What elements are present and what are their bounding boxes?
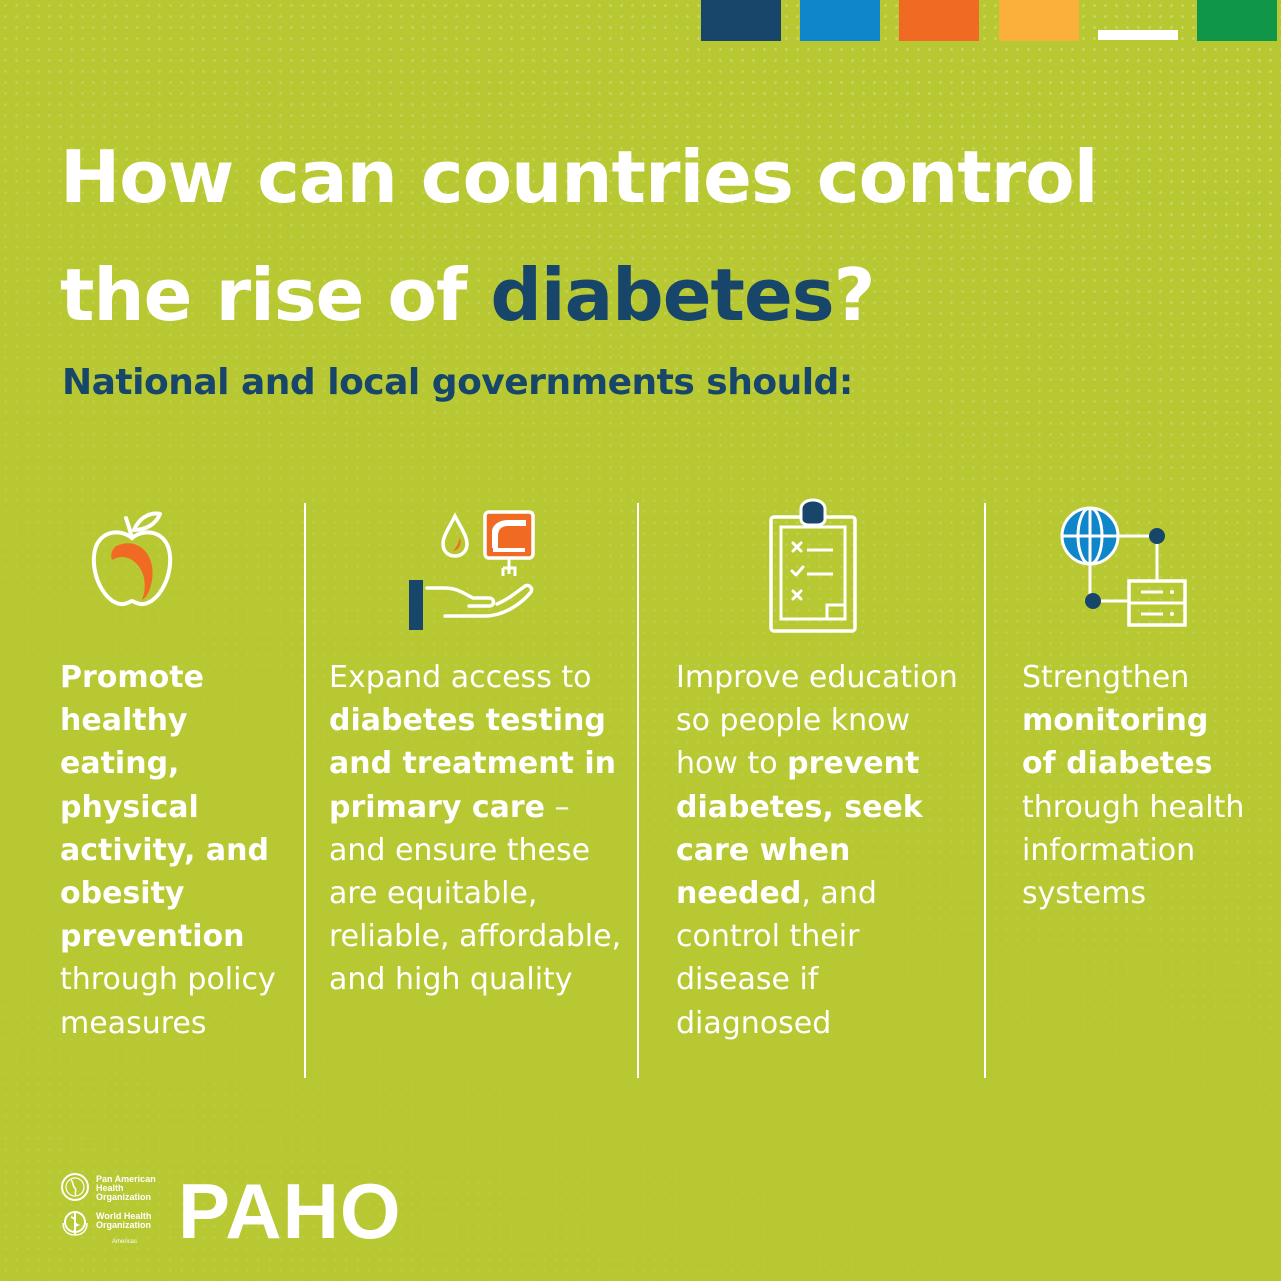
color-bar-blue <box>800 0 880 41</box>
column-divider-2 <box>637 503 639 1078</box>
column-1-regular: through policy measures <box>60 962 276 1041</box>
title-line-1: How can countries control <box>60 135 1098 219</box>
column-3-regular-2: , and control their disease if diagnosed <box>676 876 877 1041</box>
subtitle: National and local governments should: <box>62 362 853 403</box>
page-title: How can countries control the rise of di… <box>60 118 1098 354</box>
color-bar-yellow <box>999 0 1079 41</box>
color-bar-orange <box>899 0 979 41</box>
title-accent-diabetes: diabetes <box>490 253 834 337</box>
column-1-bold: Promote healthy eating, physical activit… <box>60 660 269 955</box>
title-line-2-prefix: the rise of <box>60 253 491 337</box>
column-4-regular-2: through health information systems <box>1022 789 1245 912</box>
column-1-text: Promote healthy eating, physical activit… <box>60 656 290 1045</box>
title-line-2-suffix: ? <box>833 253 876 337</box>
color-bar-navy <box>701 0 781 41</box>
column-4-text: Strengthen monitoring of diabetes throug… <box>1022 656 1252 915</box>
testing-treatment-icon <box>409 510 535 630</box>
who-region-label: Americas <box>112 1239 138 1245</box>
column-2-regular-2: – and ensure these are equitable, reliab… <box>329 789 622 998</box>
who-org-name: World Health Organization <box>96 1211 152 1230</box>
color-bar-green <box>1197 0 1277 41</box>
paho-globe-emblem-icon <box>61 1173 89 1201</box>
who-emblem-icon <box>62 1211 88 1236</box>
column-divider-1 <box>304 503 306 1078</box>
column-divider-3 <box>984 503 986 1078</box>
column-3-regular-1: Improve education so people know how to <box>676 660 958 782</box>
paho-logo-wordmark: PAHO <box>178 1167 402 1255</box>
column-3-text: Improve education so people know how to … <box>676 656 974 1045</box>
column-4-bold: monitoring of diabetes <box>1022 703 1213 782</box>
health-information-system-icon <box>1060 506 1187 627</box>
color-bar-white <box>1098 30 1178 40</box>
column-4-regular-1: Strengthen <box>1022 660 1190 695</box>
paho-org-name: Pan American Health Organization <box>96 1174 156 1202</box>
column-2-bold: diabetes testing and treatment in primar… <box>329 703 616 825</box>
clipboard-checklist-icon <box>769 498 857 633</box>
column-3-bold: prevent diabetes, seek care when needed <box>676 746 923 912</box>
column-2-regular-1: Expand access to <box>329 660 592 695</box>
column-2-text: Expand access to diabetes testing and tr… <box>329 656 627 1002</box>
apple-icon <box>91 511 173 607</box>
